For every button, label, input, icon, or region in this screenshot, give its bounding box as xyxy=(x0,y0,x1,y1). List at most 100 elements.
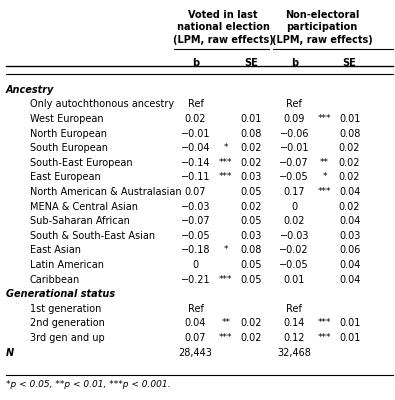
Text: North American & Australasian: North American & Australasian xyxy=(30,187,181,197)
Text: South European: South European xyxy=(30,143,107,153)
Text: Only autochthonous ancestry: Only autochthonous ancestry xyxy=(30,99,174,109)
Text: −0.11: −0.11 xyxy=(181,172,210,182)
Text: 0.07: 0.07 xyxy=(185,187,206,197)
Text: Latin American: Latin American xyxy=(30,260,103,270)
Text: **: ** xyxy=(222,318,230,327)
Text: West European: West European xyxy=(30,114,103,124)
Text: Voted in last
national election
(LPM, raw effects): Voted in last national election (LPM, ra… xyxy=(173,10,274,45)
Text: South & South-East Asian: South & South-East Asian xyxy=(30,231,155,241)
Text: 0.09: 0.09 xyxy=(284,114,305,124)
Text: Ref: Ref xyxy=(188,99,203,109)
Text: *: * xyxy=(224,245,228,254)
Text: −0.07: −0.07 xyxy=(181,216,210,226)
Text: North European: North European xyxy=(30,128,107,138)
Text: 0.14: 0.14 xyxy=(284,318,305,328)
Text: 0.02: 0.02 xyxy=(240,318,261,328)
Text: −0.03: −0.03 xyxy=(181,202,210,212)
Text: Ref: Ref xyxy=(286,99,302,109)
Text: 0.02: 0.02 xyxy=(339,202,360,212)
Text: 0.01: 0.01 xyxy=(339,318,360,328)
Text: −0.18: −0.18 xyxy=(181,245,210,255)
Text: 0.08: 0.08 xyxy=(240,128,261,138)
Text: 0.06: 0.06 xyxy=(339,245,360,255)
Text: Generational status: Generational status xyxy=(6,289,115,299)
Text: −0.05: −0.05 xyxy=(279,260,309,270)
Text: 0.04: 0.04 xyxy=(339,274,360,285)
Text: **: ** xyxy=(320,158,329,167)
Text: *: * xyxy=(224,143,228,152)
Text: SE: SE xyxy=(343,58,356,68)
Text: SE: SE xyxy=(244,58,258,68)
Text: Ancestry: Ancestry xyxy=(6,85,54,95)
Text: −0.01: −0.01 xyxy=(280,143,309,153)
Text: ***: *** xyxy=(318,114,331,123)
Text: 0.04: 0.04 xyxy=(339,260,360,270)
Text: ***: *** xyxy=(219,333,233,342)
Text: South-East European: South-East European xyxy=(30,158,132,168)
Text: *: * xyxy=(322,172,327,181)
Text: 0.02: 0.02 xyxy=(339,158,360,168)
Text: b: b xyxy=(291,58,298,68)
Text: −0.21: −0.21 xyxy=(181,274,210,285)
Text: 0.02: 0.02 xyxy=(240,333,261,343)
Text: 2nd generation: 2nd generation xyxy=(30,318,105,328)
Text: 0.01: 0.01 xyxy=(339,333,360,343)
Text: 3rd gen and up: 3rd gen and up xyxy=(30,333,104,343)
Text: 0.05: 0.05 xyxy=(240,187,261,197)
Text: −0.05: −0.05 xyxy=(279,172,309,182)
Text: 0.02: 0.02 xyxy=(185,114,206,124)
Text: −0.02: −0.02 xyxy=(279,245,309,255)
Text: 0.05: 0.05 xyxy=(240,260,261,270)
Text: East European: East European xyxy=(30,172,100,182)
Text: −0.01: −0.01 xyxy=(181,128,210,138)
Text: 1st generation: 1st generation xyxy=(30,304,101,314)
Text: −0.04: −0.04 xyxy=(181,143,210,153)
Text: 32,468: 32,468 xyxy=(277,348,311,358)
Text: 0.04: 0.04 xyxy=(339,187,360,197)
Text: 0.04: 0.04 xyxy=(185,318,206,328)
Text: 0.07: 0.07 xyxy=(185,333,206,343)
Text: ***: *** xyxy=(318,187,331,196)
Text: 28,443: 28,443 xyxy=(179,348,213,358)
Text: 0.08: 0.08 xyxy=(339,128,360,138)
Text: East Asian: East Asian xyxy=(30,245,81,255)
Text: Non-electoral
participation
(LPM, raw effects): Non-electoral participation (LPM, raw ef… xyxy=(271,10,372,45)
Text: 0.05: 0.05 xyxy=(240,274,261,285)
Text: 0.12: 0.12 xyxy=(284,333,305,343)
Text: Sub-Saharan African: Sub-Saharan African xyxy=(30,216,130,226)
Text: −0.07: −0.07 xyxy=(279,158,309,168)
Text: 0.17: 0.17 xyxy=(284,187,305,197)
Text: ***: *** xyxy=(219,274,233,284)
Text: ***: *** xyxy=(219,158,233,167)
Text: *p < 0.05, **p < 0.01, ***p < 0.001.: *p < 0.05, **p < 0.01, ***p < 0.001. xyxy=(6,380,170,389)
Text: 0.01: 0.01 xyxy=(240,114,261,124)
Text: b: b xyxy=(192,58,199,68)
Text: 0.03: 0.03 xyxy=(339,231,360,241)
Text: Ref: Ref xyxy=(286,304,302,314)
Text: 0.02: 0.02 xyxy=(284,216,305,226)
Text: ***: *** xyxy=(318,318,331,327)
Text: Ref: Ref xyxy=(188,304,203,314)
Text: 0: 0 xyxy=(291,202,297,212)
Text: 0.02: 0.02 xyxy=(240,202,261,212)
Text: 0.02: 0.02 xyxy=(339,172,360,182)
Text: MENA & Central Asian: MENA & Central Asian xyxy=(30,202,137,212)
Text: N: N xyxy=(6,348,14,358)
Text: 0.02: 0.02 xyxy=(240,158,261,168)
Text: Caribbean: Caribbean xyxy=(30,274,80,285)
Text: 0.01: 0.01 xyxy=(284,274,305,285)
Text: −0.14: −0.14 xyxy=(181,158,210,168)
Text: ***: *** xyxy=(219,172,233,181)
Text: 0.04: 0.04 xyxy=(339,216,360,226)
Text: 0.05: 0.05 xyxy=(240,216,261,226)
Text: 0.03: 0.03 xyxy=(240,231,261,241)
Text: −0.05: −0.05 xyxy=(181,231,210,241)
Text: 0.02: 0.02 xyxy=(339,143,360,153)
Text: 0: 0 xyxy=(192,260,199,270)
Text: ***: *** xyxy=(318,333,331,342)
Text: 0.08: 0.08 xyxy=(240,245,261,255)
Text: 0.02: 0.02 xyxy=(240,143,261,153)
Text: −0.03: −0.03 xyxy=(280,231,309,241)
Text: −0.06: −0.06 xyxy=(280,128,309,138)
Text: 0.01: 0.01 xyxy=(339,114,360,124)
